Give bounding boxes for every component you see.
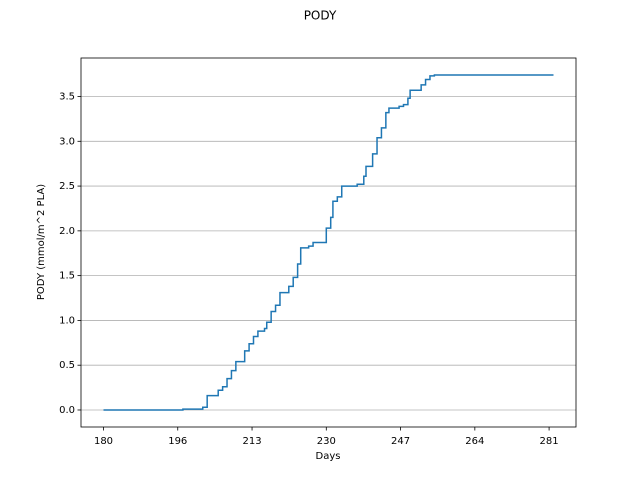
chart-title: PODY: [304, 9, 337, 23]
y-tick-label: 3.5: [59, 92, 75, 103]
x-tick-label: 180: [94, 436, 113, 447]
y-tick-label: 3.0: [59, 136, 75, 147]
y-axis-label: PODY (mmol/m^2 PLA): [36, 184, 47, 300]
data-line: [103, 74, 554, 411]
y-tick-label: 1.0: [59, 315, 75, 326]
y-tick-label: 1.5: [59, 271, 75, 282]
x-tick-label: 230: [317, 436, 336, 447]
x-tick-label: 247: [391, 436, 410, 447]
x-tick-label: 281: [540, 436, 559, 447]
y-tick-label: 0.5: [59, 360, 75, 371]
y-tick-label: 2.0: [59, 226, 75, 237]
x-tick-label: 213: [242, 436, 261, 447]
x-tick-label: 264: [465, 436, 484, 447]
x-axis-label: Days: [316, 451, 341, 462]
plot-frame: [80, 57, 577, 428]
x-tick-label: 196: [168, 436, 187, 447]
y-tick-label: 0.0: [59, 405, 75, 416]
y-tick-label: 2.5: [59, 181, 75, 192]
